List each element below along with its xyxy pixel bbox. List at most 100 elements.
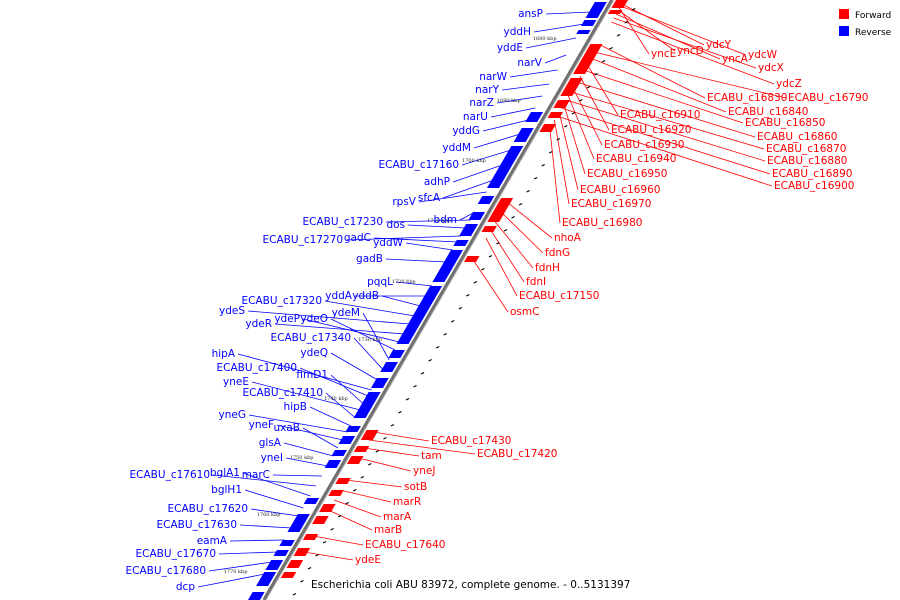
minor-feature: [450, 319, 455, 323]
leader-line: [500, 211, 544, 254]
leader-line: [324, 300, 415, 317]
forward-gene-feature: [573, 44, 603, 74]
reverse-gene-label: yddM: [442, 142, 471, 154]
leader-line: [554, 119, 570, 205]
leader-line: [620, 5, 747, 56]
minor-feature: [526, 189, 530, 193]
reverse-features: [248, 2, 607, 600]
reverse-gene-label: narZ: [469, 97, 494, 109]
forward-gene-label: ECABU_c16840: [728, 106, 808, 118]
leader-line: [561, 107, 771, 175]
reverse-gene-label: gadB: [356, 253, 383, 265]
leader-line: [405, 242, 454, 251]
reverse-gene-label: ECABU_c17340: [271, 332, 351, 344]
reverse-gene-feature: [580, 20, 597, 26]
leader-line: [583, 69, 744, 124]
minor-feature: [541, 163, 545, 167]
forward-gene-label: ECABU_c17640: [365, 539, 445, 551]
minor-feature: [443, 332, 447, 336]
scale-tick-label: 1750 kbp: [290, 455, 314, 461]
leader-line: [251, 381, 361, 411]
reverse-gene-feature: [287, 514, 310, 532]
leader-line: [509, 69, 558, 78]
leader-line: [576, 81, 756, 138]
reverse-gene-label: dos: [386, 219, 405, 231]
leader-line: [313, 535, 364, 546]
minor-feature: [420, 371, 425, 375]
forward-gene-label: ECABU_c16890: [772, 168, 852, 180]
minor-feature: [594, 72, 598, 76]
minor-feature: [292, 592, 297, 596]
forward-gene-feature: [553, 100, 570, 108]
leader-line: [274, 323, 405, 335]
leader-line: [283, 442, 334, 457]
leader-line: [333, 499, 382, 518]
reverse-gene-feature: [331, 450, 347, 456]
minor-feature: [496, 241, 500, 245]
leader-line: [611, 21, 775, 85]
reverse-gene-label: bglH1: [211, 484, 242, 496]
reverse-gene-feature: [380, 362, 399, 372]
minor-feature: [435, 345, 440, 349]
forward-gene-label: ECABU_c16980: [562, 217, 642, 229]
forward-gene-label: ydcZ: [776, 78, 802, 90]
forward-gene-feature: [328, 490, 344, 496]
forward-gene-label: marR: [393, 496, 421, 508]
minor-feature: [368, 462, 372, 466]
forward-gene-label: ECABU_c16910: [620, 109, 700, 121]
forward-gene-label: ECABU_c16870: [766, 143, 846, 155]
leader-line: [494, 221, 534, 269]
scale-tick-label: 1770 kbp: [224, 569, 248, 575]
forward-gene-label: ECABU_c16960: [580, 184, 660, 196]
leader-line: [525, 37, 577, 49]
leader-line: [218, 551, 278, 555]
reverse-gene-feature: [265, 560, 284, 570]
forward-gene-feature: [547, 112, 564, 118]
leader-line: [368, 439, 476, 455]
leader-line: [242, 472, 311, 497]
minor-feature: [383, 436, 387, 440]
minor-feature: [398, 410, 402, 414]
leader-line: [272, 474, 322, 477]
leader-line: [617, 9, 676, 52]
leader-line: [373, 431, 430, 442]
leader-line: [563, 103, 586, 175]
minor-feature: [413, 384, 417, 388]
leader-line: [565, 99, 766, 162]
forward-gene-feature: [360, 430, 379, 440]
leader-line: [339, 489, 392, 503]
forward-gene-label: ECABU_c16850: [745, 117, 825, 129]
reverse-gene-feature: [459, 224, 479, 236]
genome-caption: Escherichia coli ABU 83972, complete gen…: [311, 579, 630, 591]
forward-gene-feature: [611, 0, 628, 8]
scale-tick-label: 1710 kbp: [427, 218, 451, 224]
reverse-gene-feature: [324, 460, 342, 468]
minor-feature: [345, 501, 349, 505]
leader-line: [395, 281, 433, 287]
reverse-gene-feature: [477, 196, 495, 204]
reverse-gene-label: narU: [463, 111, 488, 123]
minor-feature: [586, 85, 591, 89]
leader-line: [345, 235, 462, 241]
forward-gene-label: sotB: [404, 481, 427, 493]
reverse-gene-feature: [576, 30, 591, 34]
minor-feature: [458, 306, 463, 310]
reverse-gene-label: ydeO: [300, 313, 328, 325]
reverse-gene-label: glsA: [259, 437, 282, 449]
leader-line: [353, 337, 384, 371]
leader-line: [442, 179, 494, 199]
reverse-gene-label: ydeP: [274, 313, 300, 325]
minor-feature: [322, 540, 327, 544]
minor-feature: [428, 358, 432, 362]
minor-feature: [481, 267, 485, 271]
reverse-gene-label: ECABU_c17160: [379, 159, 459, 171]
reverse-gene-label: ECABU_c17400: [217, 362, 297, 374]
reverse-gene-feature: [396, 286, 443, 344]
leader-line: [250, 508, 299, 517]
leader-line: [549, 127, 561, 224]
leader-line: [615, 13, 721, 60]
reverse-gene-feature: [486, 146, 524, 188]
forward-features: [280, 0, 628, 578]
leader-line: [303, 551, 354, 561]
